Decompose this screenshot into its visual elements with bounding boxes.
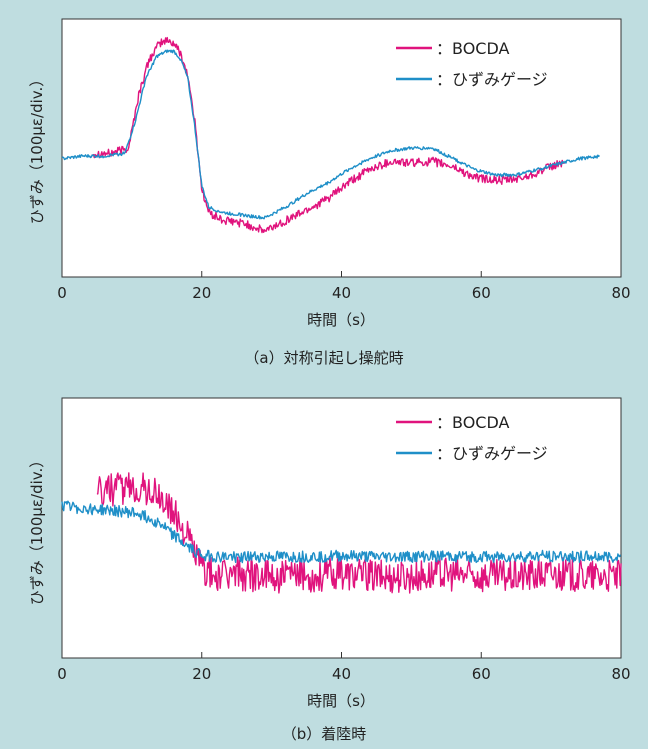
series-line-strain-gauge [61, 500, 622, 564]
x-tick-label: 40 [332, 284, 351, 302]
plot-area [61, 18, 622, 278]
y-axis-title: ひずみ（100μɛ/div.） [28, 72, 46, 225]
chart-panel-a: 0 20 40 60 80 ：BOCDA ：ひずみゲージ 時間（s） ひずみ（100μɛ… [28, 18, 631, 367]
x-ticks: 0 20 40 60 80 [57, 271, 631, 302]
series-line-bocda [92, 36, 565, 234]
legend-label-bocda: ：BOCDA [436, 413, 510, 432]
series-group [61, 36, 600, 234]
x-tick-label: 80 [611, 665, 630, 683]
legend-label-gauge: ：ひずみゲージ [436, 444, 548, 463]
legend-label-gauge: ：ひずみゲージ [436, 70, 548, 89]
x-tick-label: 0 [57, 284, 67, 302]
x-ticks: 0 20 40 60 80 [57, 652, 631, 683]
legend: ：BOCDA ：ひずみゲージ [396, 413, 548, 463]
panel-caption: （a）対称引起し操舵時 [244, 349, 403, 367]
legend: ：BOCDA ：ひずみゲージ [396, 39, 548, 89]
x-tick-label: 60 [472, 665, 491, 683]
x-tick-label: 20 [192, 284, 211, 302]
series-group [61, 472, 622, 594]
y-axis-title: ひずみ（100μɛ/div.） [28, 453, 46, 606]
plot-area [61, 397, 622, 659]
x-tick-label: 80 [611, 284, 630, 302]
series-line-strain-gauge [61, 49, 600, 220]
x-tick-label: 60 [472, 284, 491, 302]
chart-panel-b: 0 20 40 60 80 ：BOCDA ：ひずみゲージ 時間（s） ひずみ（100μɛ… [28, 397, 631, 743]
series-line-bocda [96, 472, 622, 594]
panel-caption: （b）着陸時 [282, 725, 367, 743]
x-tick-label: 0 [57, 665, 67, 683]
x-tick-label: 20 [192, 665, 211, 683]
x-tick-label: 40 [332, 665, 351, 683]
x-axis-title: 時間（s） [307, 692, 375, 710]
legend-label-bocda: ：BOCDA [436, 39, 510, 58]
x-axis-title: 時間（s） [307, 311, 375, 329]
